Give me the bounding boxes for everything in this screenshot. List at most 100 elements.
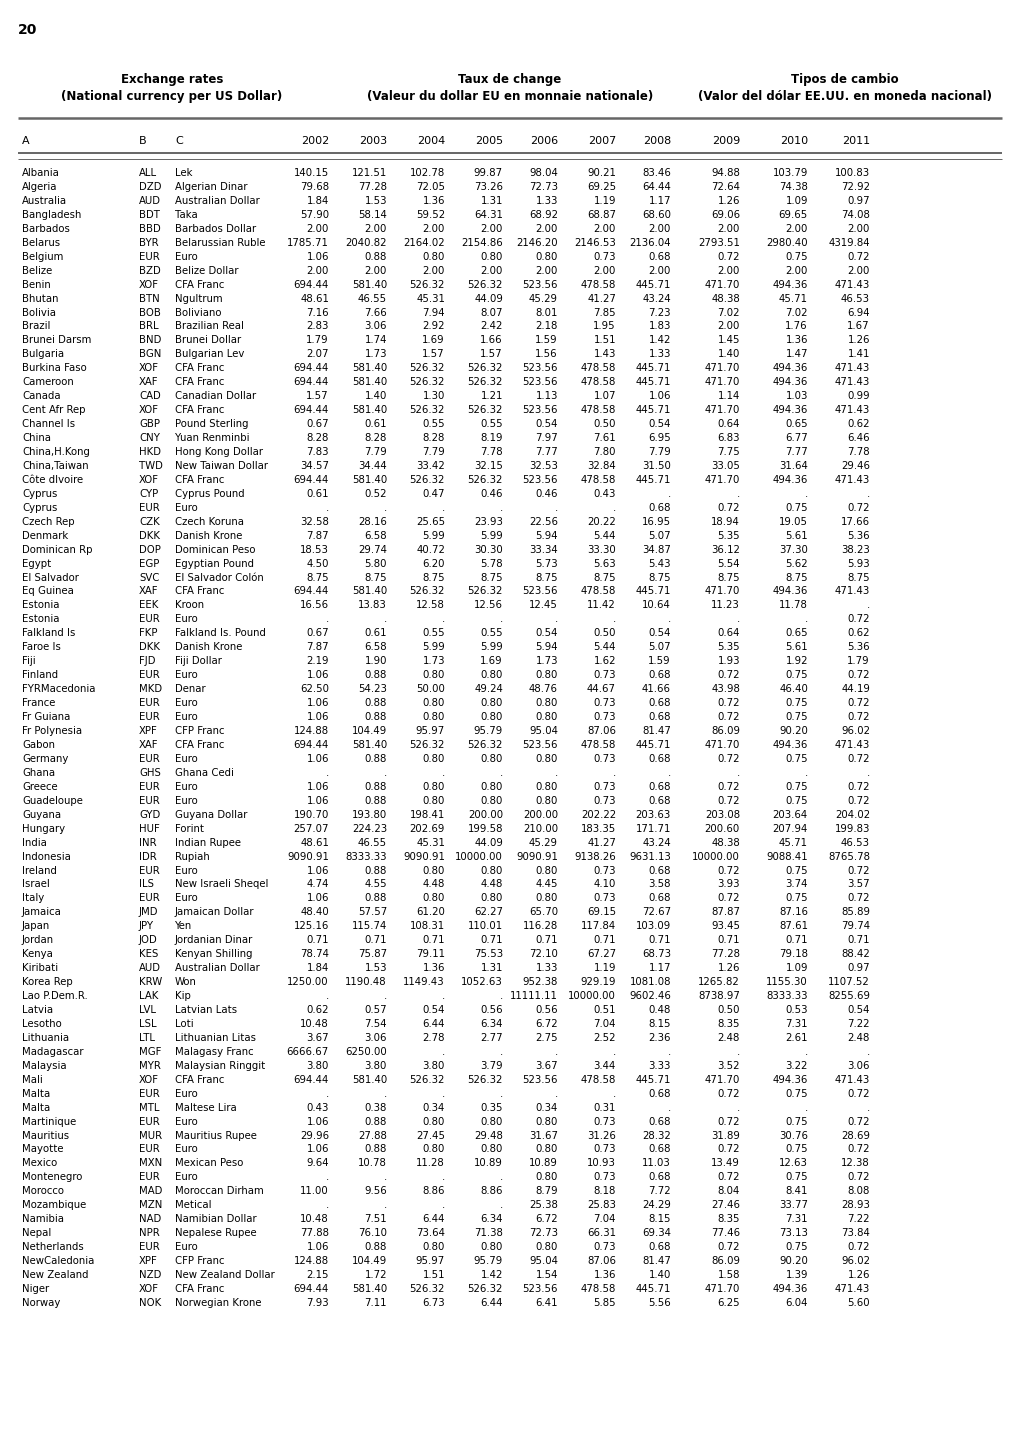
Text: 16.56: 16.56: [300, 600, 329, 610]
Text: 1.51: 1.51: [422, 1270, 444, 1280]
Text: 0.68: 0.68: [648, 670, 671, 680]
Text: BBD: BBD: [139, 224, 161, 234]
Text: 1.69: 1.69: [480, 657, 502, 667]
Text: 2154.86: 2154.86: [461, 238, 502, 248]
Text: 0.68: 0.68: [648, 1172, 671, 1182]
Text: 471.43: 471.43: [834, 377, 869, 387]
Text: Yen: Yen: [175, 921, 192, 931]
Text: 4.50: 4.50: [306, 558, 329, 569]
Text: 0.68: 0.68: [648, 1242, 671, 1253]
Text: 1052.63: 1052.63: [461, 977, 502, 987]
Text: 0.80: 0.80: [535, 1144, 557, 1154]
Text: Kenyan Shilling: Kenyan Shilling: [175, 949, 253, 960]
Text: 125.16: 125.16: [293, 921, 329, 931]
Text: 33.42: 33.42: [416, 460, 444, 470]
Text: 0.72: 0.72: [716, 795, 739, 805]
Text: 0.55: 0.55: [480, 418, 502, 429]
Text: 1.72: 1.72: [364, 1270, 386, 1280]
Text: 581.40: 581.40: [352, 364, 386, 374]
Text: BOB: BOB: [139, 307, 161, 317]
Text: Jamaican Dollar: Jamaican Dollar: [175, 908, 255, 918]
Text: Euro: Euro: [175, 1242, 198, 1253]
Text: New Israeli Sheqel: New Israeli Sheqel: [175, 879, 268, 889]
Text: 48.38: 48.38: [710, 837, 739, 847]
Text: 1.95: 1.95: [593, 322, 615, 332]
Text: 57.57: 57.57: [358, 908, 386, 918]
Text: 0.54: 0.54: [535, 628, 557, 638]
Text: 1.59: 1.59: [648, 657, 671, 667]
Text: Niger: Niger: [22, 1284, 49, 1294]
Text: 0.67: 0.67: [306, 418, 329, 429]
Text: 2.19: 2.19: [306, 657, 329, 667]
Text: Euro: Euro: [175, 753, 198, 763]
Text: Ireland: Ireland: [22, 866, 57, 876]
Text: 7.79: 7.79: [364, 447, 386, 457]
Text: 0.34: 0.34: [422, 1102, 444, 1113]
Text: 98.04: 98.04: [529, 167, 557, 177]
Text: 5.63: 5.63: [593, 558, 615, 569]
Text: 526.32: 526.32: [410, 740, 444, 750]
Text: 0.80: 0.80: [535, 795, 557, 805]
Text: EUR: EUR: [139, 251, 160, 261]
Text: .: .: [667, 615, 671, 625]
Text: 0.88: 0.88: [364, 753, 386, 763]
Text: 2.07: 2.07: [306, 349, 329, 359]
Text: 1107.52: 1107.52: [827, 977, 869, 987]
Text: 90.20: 90.20: [779, 726, 807, 736]
Text: 7.78: 7.78: [480, 447, 502, 457]
Text: 72.67: 72.67: [641, 908, 671, 918]
Text: 10.64: 10.64: [642, 600, 671, 610]
Text: 8.35: 8.35: [716, 1214, 739, 1224]
Text: Namibia: Namibia: [22, 1214, 64, 1224]
Text: Canadian Dollar: Canadian Dollar: [175, 391, 256, 401]
Text: Forint: Forint: [175, 824, 204, 834]
Text: 44.19: 44.19: [841, 684, 869, 694]
Text: 0.80: 0.80: [480, 698, 502, 709]
Text: 0.75: 0.75: [785, 502, 807, 512]
Text: 0.55: 0.55: [480, 628, 502, 638]
Text: 8.15: 8.15: [648, 1019, 671, 1029]
Text: 43.98: 43.98: [710, 684, 739, 694]
Text: 3.06: 3.06: [847, 1061, 869, 1071]
Text: XOF: XOF: [139, 280, 159, 290]
Text: 1.09: 1.09: [785, 962, 807, 973]
Text: Bhutan: Bhutan: [22, 293, 58, 303]
Text: 1.40: 1.40: [648, 1270, 671, 1280]
Text: 6.73: 6.73: [422, 1297, 444, 1307]
Text: 1.92: 1.92: [785, 657, 807, 667]
Text: 69.06: 69.06: [710, 209, 739, 219]
Text: 5.85: 5.85: [593, 1297, 615, 1307]
Text: 5.07: 5.07: [648, 642, 671, 652]
Text: Eq Guinea: Eq Guinea: [22, 586, 73, 596]
Text: Korea Rep: Korea Rep: [22, 977, 72, 987]
Text: GBP: GBP: [139, 418, 160, 429]
Text: 48.61: 48.61: [300, 293, 329, 303]
Text: 0.73: 0.73: [593, 251, 615, 261]
Text: 0.80: 0.80: [422, 753, 444, 763]
Text: 1.19: 1.19: [593, 196, 615, 206]
Text: 3.44: 3.44: [593, 1061, 615, 1071]
Text: Egyptian Pound: Egyptian Pound: [175, 558, 254, 569]
Text: Cyprus Pound: Cyprus Pound: [175, 489, 245, 499]
Text: 3.57: 3.57: [847, 879, 869, 889]
Text: 0.73: 0.73: [593, 893, 615, 903]
Text: EUR: EUR: [139, 1172, 160, 1182]
Text: 0.56: 0.56: [480, 1004, 502, 1014]
Text: 200.00: 200.00: [468, 810, 502, 820]
Text: EUR: EUR: [139, 782, 160, 792]
Text: 6.44: 6.44: [480, 1297, 502, 1307]
Text: 72.73: 72.73: [529, 1228, 557, 1238]
Text: .: .: [441, 768, 444, 778]
Text: 7.93: 7.93: [306, 1297, 329, 1307]
Text: Latvian Lats: Latvian Lats: [175, 1004, 236, 1014]
Text: 471.70: 471.70: [704, 740, 739, 750]
Text: XAF: XAF: [139, 740, 158, 750]
Text: BGN: BGN: [139, 349, 161, 359]
Text: 581.40: 581.40: [352, 475, 386, 485]
Text: 471.70: 471.70: [704, 475, 739, 485]
Text: CFA Franc: CFA Franc: [175, 475, 224, 485]
Text: 2005: 2005: [475, 136, 502, 146]
Text: 10000.00: 10000.00: [692, 851, 739, 861]
Text: 0.68: 0.68: [648, 698, 671, 709]
Text: Netherlands: Netherlands: [22, 1242, 84, 1253]
